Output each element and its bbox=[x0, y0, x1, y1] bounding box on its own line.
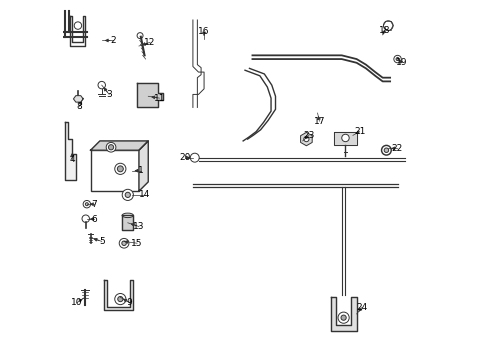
Text: 13: 13 bbox=[133, 222, 145, 231]
Text: 6: 6 bbox=[92, 215, 97, 224]
Circle shape bbox=[125, 192, 130, 198]
FancyBboxPatch shape bbox=[91, 150, 139, 191]
Circle shape bbox=[384, 148, 389, 153]
Circle shape bbox=[106, 143, 116, 152]
Text: 10: 10 bbox=[71, 298, 82, 307]
Circle shape bbox=[98, 81, 105, 89]
Text: 23: 23 bbox=[303, 131, 315, 140]
Circle shape bbox=[190, 153, 199, 162]
Text: 1: 1 bbox=[138, 166, 144, 175]
Text: 21: 21 bbox=[354, 127, 366, 136]
Polygon shape bbox=[74, 96, 83, 102]
Circle shape bbox=[304, 136, 309, 142]
Circle shape bbox=[118, 166, 123, 172]
Text: 15: 15 bbox=[131, 239, 143, 248]
Text: 8: 8 bbox=[76, 102, 82, 111]
Polygon shape bbox=[91, 141, 148, 150]
Text: 19: 19 bbox=[395, 58, 407, 67]
Text: 9: 9 bbox=[127, 298, 132, 307]
Text: 4: 4 bbox=[69, 155, 75, 164]
Polygon shape bbox=[122, 215, 133, 230]
Circle shape bbox=[108, 145, 114, 150]
Text: 2: 2 bbox=[110, 36, 116, 45]
Text: 18: 18 bbox=[379, 26, 391, 35]
Text: 16: 16 bbox=[198, 27, 210, 36]
Polygon shape bbox=[139, 141, 148, 191]
Text: 20: 20 bbox=[179, 153, 191, 162]
Circle shape bbox=[115, 163, 126, 174]
Polygon shape bbox=[331, 297, 357, 331]
Text: 17: 17 bbox=[314, 117, 325, 126]
Polygon shape bbox=[103, 280, 133, 310]
Circle shape bbox=[341, 315, 346, 320]
Text: 11: 11 bbox=[154, 94, 165, 103]
Text: 14: 14 bbox=[139, 190, 150, 199]
Polygon shape bbox=[334, 132, 357, 145]
Circle shape bbox=[122, 241, 126, 246]
Circle shape bbox=[396, 58, 399, 60]
Ellipse shape bbox=[122, 213, 133, 217]
Circle shape bbox=[118, 297, 123, 302]
Circle shape bbox=[115, 293, 126, 305]
Text: 7: 7 bbox=[92, 200, 97, 209]
Circle shape bbox=[85, 203, 88, 206]
Text: 12: 12 bbox=[145, 38, 156, 47]
Circle shape bbox=[119, 238, 129, 248]
Circle shape bbox=[137, 33, 143, 39]
Circle shape bbox=[383, 21, 393, 30]
Text: 5: 5 bbox=[99, 237, 104, 246]
Circle shape bbox=[394, 55, 401, 63]
Text: 22: 22 bbox=[391, 144, 402, 153]
Circle shape bbox=[122, 189, 133, 201]
Circle shape bbox=[82, 215, 90, 222]
Circle shape bbox=[342, 134, 349, 142]
Circle shape bbox=[382, 145, 391, 155]
Circle shape bbox=[74, 22, 82, 29]
Circle shape bbox=[338, 312, 349, 323]
Text: 3: 3 bbox=[106, 90, 112, 99]
Circle shape bbox=[83, 201, 91, 208]
Text: 24: 24 bbox=[357, 303, 368, 312]
Polygon shape bbox=[65, 122, 75, 180]
Polygon shape bbox=[137, 83, 163, 107]
